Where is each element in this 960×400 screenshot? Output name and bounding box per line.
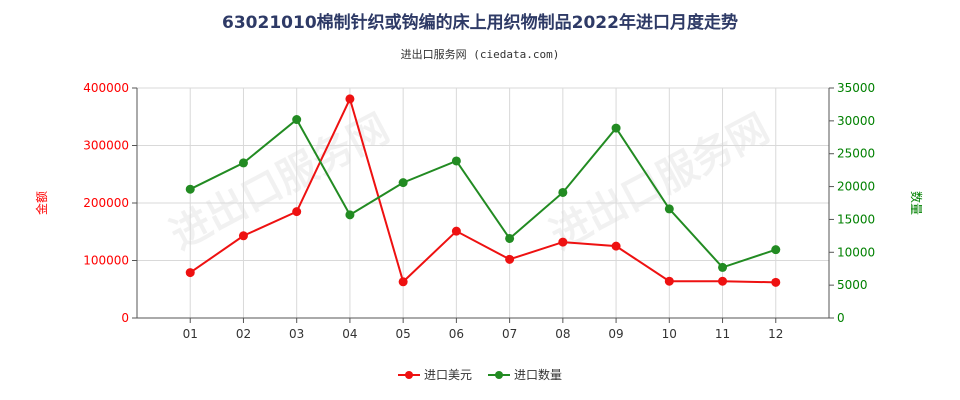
- x-tick-label: 09: [608, 327, 623, 341]
- series-2-point: [345, 210, 355, 220]
- left-axis-title: 金额: [34, 191, 49, 215]
- x-tick-label: 04: [342, 327, 357, 341]
- chart-title: 63021010棉制针织或钩编的床上用织物制品2022年进口月度走势: [222, 12, 738, 33]
- right-tick-label: 30000: [837, 114, 875, 128]
- series-line-1: [189, 96, 776, 284]
- x-tick-label: 01: [183, 327, 198, 341]
- right-tick-label: 15000: [837, 212, 875, 226]
- series-1-point: [771, 277, 781, 287]
- left-tick-label: 300000: [83, 139, 129, 153]
- x-tick-label: 02: [236, 327, 251, 341]
- series-1-point: [718, 276, 728, 286]
- left-tick-label: 100000: [83, 254, 129, 268]
- x-tick-label: 07: [502, 327, 517, 341]
- legend-label: 进口数量: [514, 367, 562, 382]
- series-1-point: [345, 94, 355, 104]
- left-tick-label: 400000: [83, 81, 129, 95]
- series-1-point: [558, 237, 568, 247]
- series-1-point: [292, 207, 302, 217]
- legend-swatch-marker: [405, 371, 413, 379]
- series-2-point: [398, 178, 408, 188]
- right-tick-label: 25000: [837, 147, 875, 161]
- series-1-point: [611, 241, 621, 251]
- legend: 进口美元 进口数量: [398, 367, 562, 382]
- series-1-point: [505, 254, 515, 264]
- series-1-point: [238, 231, 248, 241]
- right-tick-label: 0: [837, 311, 845, 325]
- series-2-point: [611, 123, 621, 133]
- series-2-point: [505, 233, 515, 243]
- left-tick-label: 0: [121, 311, 129, 325]
- legend-swatch-marker: [495, 371, 503, 379]
- series-layer: [185, 94, 781, 287]
- watermark-text: 进出口服务网: [163, 106, 397, 259]
- series-2-point: [771, 245, 781, 255]
- x-tick-label: 10: [662, 327, 677, 341]
- series-2-point: [238, 158, 248, 168]
- left-axis-ticks: 0 100000 200000 300000 400000: [83, 81, 137, 325]
- right-axis-ticks: 0 5000 10000 15000 20000 25000 30000 35000: [829, 81, 875, 325]
- x-tick-label: 08: [555, 327, 570, 341]
- series-line-2: [189, 118, 777, 269]
- series-1-point: [664, 276, 674, 286]
- x-tick-label: 05: [396, 327, 411, 341]
- right-tick-label: 10000: [837, 245, 875, 259]
- series-1-point: [451, 226, 461, 236]
- right-axis-title: 数量: [909, 191, 924, 215]
- legend-label: 进口美元: [424, 368, 472, 382]
- x-axis-ticks: 01 02 03 04 05 06 07 08 09 10 11 12: [183, 318, 783, 341]
- left-tick-label: 200000: [83, 196, 129, 210]
- x-tick-label: 03: [289, 327, 304, 341]
- x-tick-label: 06: [449, 327, 464, 341]
- series-2-point: [664, 204, 674, 214]
- right-tick-label: 20000: [837, 180, 875, 194]
- series-2-point: [185, 184, 195, 194]
- series-2-point: [718, 262, 728, 272]
- right-tick-label: 35000: [837, 81, 875, 95]
- series-1-point: [398, 277, 408, 287]
- series-2-point: [292, 115, 302, 125]
- chart-subtitle: 进出口服务网 (ciedata.com): [401, 47, 560, 61]
- right-tick-label: 5000: [837, 278, 868, 292]
- series-2-point: [558, 187, 568, 197]
- series-2-point: [451, 156, 461, 166]
- series-1-point: [185, 268, 195, 278]
- x-tick-label: 12: [768, 327, 783, 341]
- watermark-text: 进出口服务网: [543, 106, 777, 259]
- x-tick-label: 11: [715, 327, 730, 341]
